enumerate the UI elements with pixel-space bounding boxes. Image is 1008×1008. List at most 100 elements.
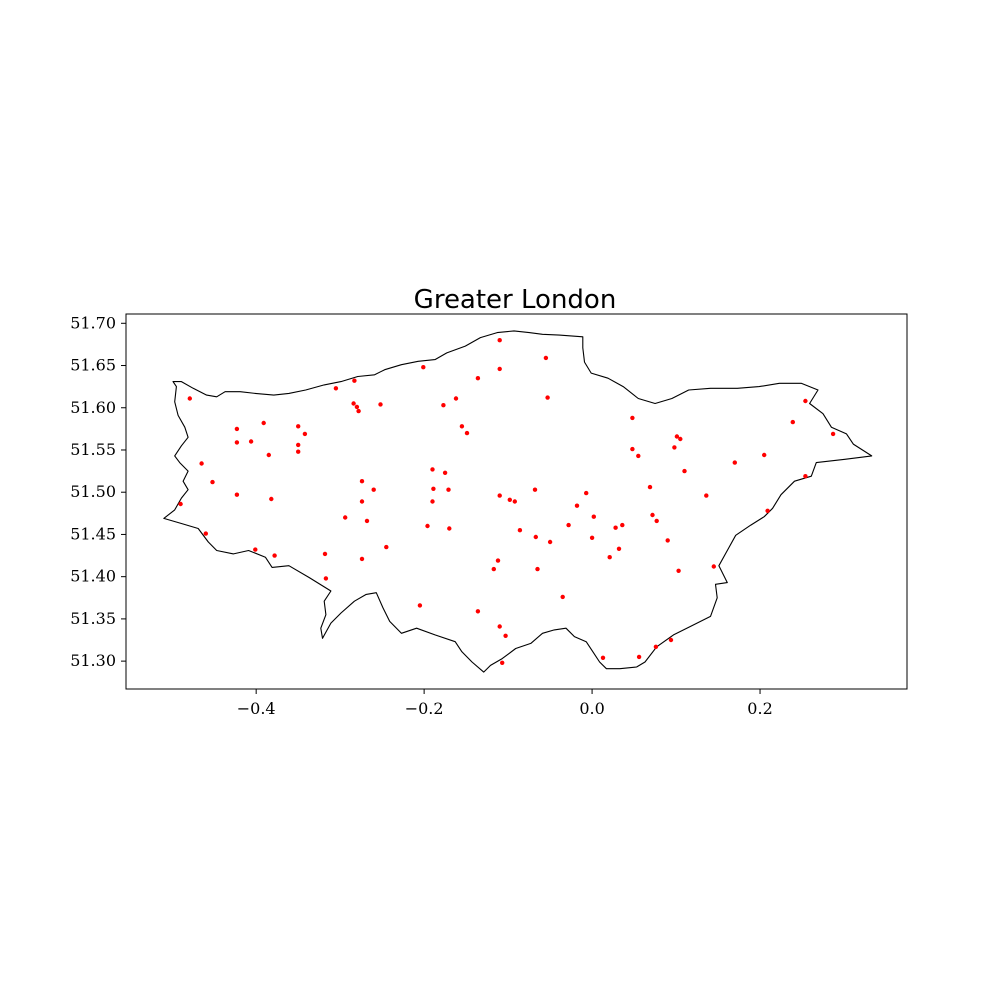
data-point-22 [351,401,356,406]
data-point-62 [497,624,502,629]
data-point-32 [384,544,389,550]
data-point-63 [503,633,508,638]
data-point-33 [421,365,426,370]
data-point-99 [830,431,836,437]
y-tick-label-5: 51.55 [70,440,116,459]
data-point-57 [533,534,538,540]
data-point-29 [343,515,348,520]
data-point-75 [630,415,635,421]
x-tick-label-3: 0.2 [747,699,772,718]
data-point-95 [765,508,770,513]
data-point-14 [296,424,301,429]
data-point-74 [607,555,612,560]
data-point-44 [425,523,430,529]
data-point-30 [364,518,370,524]
data-point-18 [322,551,328,557]
data-point-15 [302,431,308,437]
data-point-60 [491,566,496,572]
data-point-48 [497,338,502,343]
data-point-59 [495,558,501,563]
y-tick-label-2: 51.40 [70,567,116,586]
data-point-84 [653,644,659,649]
data-point-82 [600,655,606,660]
data-point-24 [356,408,361,414]
plot-area [125,313,908,690]
data-point-35 [453,396,459,401]
data-point-45 [447,526,452,531]
data-point-38 [475,376,481,381]
data-point-31 [359,556,365,562]
data-point-55 [517,528,523,533]
data-point-90 [704,493,709,498]
data-point-91 [676,568,681,573]
data-point-61 [535,566,540,572]
x-tick-label-0: −0.4 [237,699,276,718]
data-point-20 [333,386,339,391]
data-point-2 [178,501,183,507]
data-point-73 [616,546,622,551]
y-tick-label-3: 51.45 [70,524,116,543]
y-tick-label-6: 51.60 [70,398,116,417]
boundary-layer [163,330,873,673]
data-point-80 [654,518,659,524]
y-tick-label-0: 51.30 [70,651,116,670]
y-tick-label-4: 51.50 [70,482,116,501]
data-point-7 [248,439,254,444]
data-point-26 [359,479,365,484]
data-point-83 [636,654,642,660]
data-point-58 [547,539,553,545]
data-point-5 [234,426,240,432]
data-point-9 [253,547,258,552]
data-point-56 [532,487,538,492]
data-point-86 [674,434,680,439]
data-point-70 [589,535,595,540]
data-point-93 [732,460,737,465]
data-point-11 [261,420,266,426]
data-point-0 [187,396,192,401]
data-point-54 [512,499,517,504]
data-point-52 [497,493,502,498]
data-point-42 [446,487,451,492]
x-tick-label-1: −0.2 [405,699,444,718]
data-point-66 [566,522,571,528]
data-point-71 [613,525,618,530]
data-point-8 [234,492,240,497]
data-point-37 [464,430,470,436]
greater-london-boundary [163,330,873,673]
data-point-53 [507,497,512,502]
data-point-94 [762,452,767,458]
chart-title: Greater London [414,285,617,315]
data-point-76 [630,446,635,452]
data-point-41 [431,486,436,491]
data-point-43 [430,499,435,504]
data-point-21 [352,378,357,383]
data-point-39 [430,467,435,472]
data-point-19 [323,576,329,581]
data-point-47 [475,609,481,614]
data-point-67 [574,503,580,508]
data-point-72 [620,522,625,528]
data-point-40 [442,470,448,475]
y-axis: 51.30 51.35 51.40 51.45 51.50 51.55 51.60 51.65… [70,313,126,670]
data-point-98 [803,474,808,479]
data-point-4 [210,479,215,485]
data-point-6 [234,440,240,445]
data-point-13 [269,496,274,502]
data-point-85 [668,637,674,643]
data-point-77 [636,453,641,459]
data-point-27 [371,487,376,492]
points-layer [178,338,836,665]
y-tick-label-1: 51.35 [70,609,116,628]
data-point-81 [665,538,670,543]
data-point-49 [497,366,502,372]
data-point-46 [417,603,423,608]
x-axis: −0.4 −0.2 0.0 0.2 [237,689,773,718]
data-point-65 [560,594,565,600]
data-point-10 [272,553,277,558]
data-point-68 [584,490,589,496]
data-point-34 [441,403,446,408]
data-point-3 [203,531,208,536]
data-point-1 [199,461,204,466]
data-point-96 [790,419,795,425]
